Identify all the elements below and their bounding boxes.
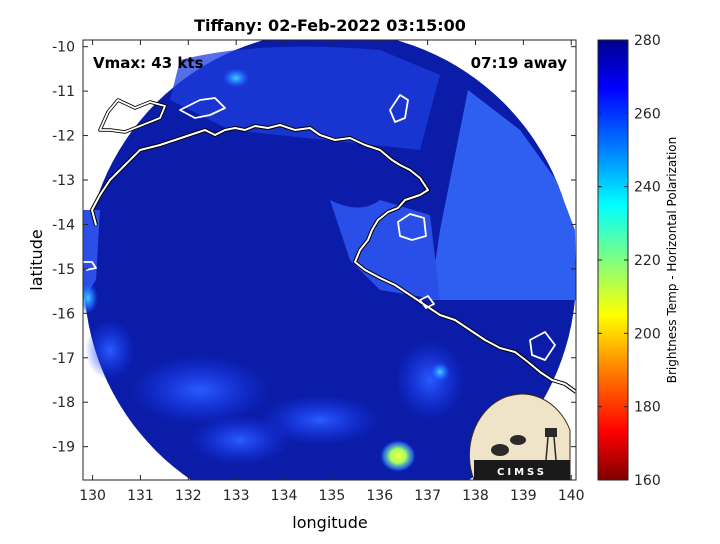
swath-west-region [83, 210, 100, 300]
coastline-island-5 [419, 295, 435, 309]
y-tick-label: -13 [52, 173, 75, 189]
coastline-main [91, 124, 576, 393]
x-tick-label: 132 [175, 488, 202, 504]
logo-tower-tank [545, 428, 557, 437]
logo-dish-2 [510, 435, 526, 445]
south-blob-5 [85, 320, 135, 380]
coastline-island-3 [397, 213, 427, 241]
colorbar-tick-label: 260 [634, 106, 661, 122]
coastline-island-1 [179, 97, 226, 119]
x-tick-label: 136 [366, 488, 393, 504]
x-tick-label: 135 [319, 488, 346, 504]
coastline-nw [99, 99, 166, 133]
colorbar-tick-label: 280 [634, 33, 661, 49]
south-blob-4 [190, 415, 290, 465]
coastline-west-fragment [83, 261, 97, 271]
x-tick-label: 140 [558, 488, 585, 504]
logo-band [474, 460, 570, 480]
y-tick-label: -16 [52, 306, 75, 322]
colorbar-label: Brightness Temp - Horizontal Polarizatio… [665, 137, 679, 384]
vmax-annotation: Vmax: 43 kts [93, 54, 203, 72]
warm-spot [380, 440, 416, 472]
x-tick-label: 131 [127, 488, 154, 504]
colorbar [597, 39, 629, 481]
swath-central-region [330, 200, 440, 300]
cimss-logo: CIMSS [468, 393, 571, 481]
y-tick-label: -12 [52, 129, 75, 145]
y-axis-label: latitude [27, 229, 46, 290]
y-tick-label: -11 [52, 84, 75, 100]
plot-frame [82, 39, 577, 481]
south-blob-2 [260, 395, 380, 445]
colorbar-tick-label: 220 [634, 253, 661, 269]
x-axis-ticks: 130 131 132 133 134 135 136 137 138 139 140 [79, 40, 585, 504]
chart-title: Tiffany: 02-Feb-2022 03:15:00 [194, 16, 466, 35]
colorbar-tick-label: 160 [634, 473, 661, 489]
x-tick-label: 139 [510, 488, 537, 504]
time-away-annotation: 07:19 away [471, 54, 568, 72]
y-tick-label: -10 [52, 40, 75, 56]
x-axis-label: longitude [292, 513, 367, 532]
colorbar-tick-label: 240 [634, 180, 661, 196]
y-tick-label: -19 [52, 440, 75, 456]
colorbar-ticks: 160 180 200 220 240 260 280 [598, 33, 661, 489]
y-tick-label: -15 [52, 262, 75, 278]
swath-east-region [430, 90, 576, 300]
colorbar-tick-label: 180 [634, 400, 661, 416]
x-tick-label: 134 [271, 488, 298, 504]
south-blob-1 [130, 355, 270, 425]
x-tick-label: 138 [462, 488, 489, 504]
logo-text: CIMSS [497, 467, 547, 478]
coastline-island-2 [389, 94, 409, 123]
x-tick-label: 137 [414, 488, 441, 504]
y-tick-label: -14 [52, 217, 75, 233]
y-axis-ticks: -10 -11 -12 -13 -14 -15 -16 -17 -18 -19 [52, 40, 576, 456]
south-blob-3 [395, 340, 465, 420]
cyan-spot-north [222, 68, 250, 88]
x-tick-label: 133 [223, 488, 250, 504]
coastline-island-4 [529, 331, 556, 361]
colorbar-tick-label: 200 [634, 326, 661, 342]
cyan-spot-south [430, 362, 450, 382]
cyan-spot-west [83, 282, 98, 314]
y-tick-label: -17 [52, 351, 75, 367]
y-tick-label: -18 [52, 395, 75, 411]
swath-layer [83, 40, 576, 480]
x-tick-label: 130 [79, 488, 106, 504]
logo-dish-1 [491, 444, 509, 456]
coastline [83, 94, 576, 394]
